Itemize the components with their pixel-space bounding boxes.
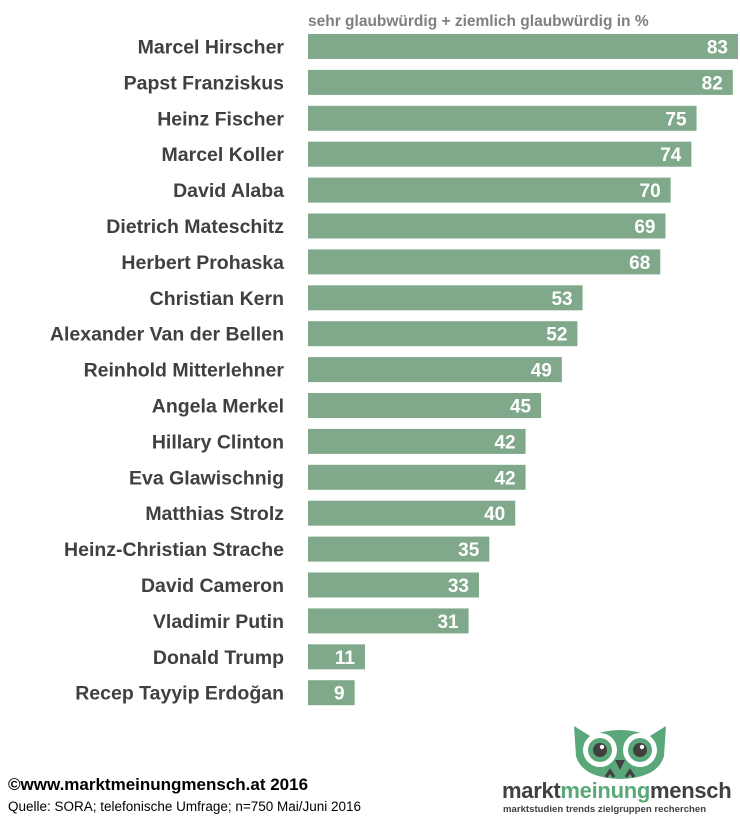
value-label: 82: [702, 73, 723, 94]
bar: [308, 572, 479, 598]
category-label: Angela Merkel: [152, 396, 284, 418]
bar: [308, 69, 733, 95]
category-label: Matthias Strolz: [145, 503, 284, 525]
category-label: Hillary Clinton: [152, 431, 284, 453]
category-label: Herbert Prohaska: [121, 252, 284, 274]
bar: [308, 105, 697, 131]
bar-chart: sehr glaubwürdig + ziemlich glaubwürdig …: [50, 13, 738, 706]
bar: [308, 249, 661, 275]
value-label: 42: [494, 468, 515, 489]
chart-subtitle: sehr glaubwürdig + ziemlich glaubwürdig …: [308, 13, 649, 30]
value-label: 68: [629, 253, 650, 274]
bar: [308, 213, 666, 239]
category-label: Heinz-Christian Strache: [64, 539, 284, 561]
value-label: 42: [494, 432, 515, 453]
bar: [308, 285, 583, 311]
category-label: Marcel Hirscher: [138, 37, 285, 59]
owl-icon: [574, 726, 666, 779]
value-label: 75: [665, 109, 687, 130]
logo-tagline: marktstudien trends zielgruppen recherch…: [503, 804, 707, 815]
category-label: David Cameron: [141, 575, 284, 597]
logo-word-mensch: mensch: [650, 778, 732, 803]
value-label: 40: [484, 504, 505, 525]
bar: [308, 357, 562, 383]
bar: [308, 34, 738, 59]
bar: [308, 428, 526, 454]
category-label: Donald Trump: [153, 647, 284, 669]
bar: [308, 644, 365, 670]
bar: [308, 393, 542, 418]
logo-word-markt: markt: [502, 778, 561, 803]
bar: [308, 680, 355, 706]
copyright-text: ©www.marktmeinungmensch.at 2016: [8, 775, 309, 794]
value-label: 49: [531, 361, 552, 382]
category-label: Recep Tayyip Erdoğan: [75, 683, 284, 705]
category-label: Marcel Koller: [162, 144, 285, 166]
bar: [308, 321, 578, 347]
bar: [308, 500, 516, 526]
source-text: Quelle: SORA; telefonische Umfrage; n=75…: [8, 799, 362, 814]
bar: [308, 608, 469, 634]
value-label: 9: [334, 684, 345, 705]
value-label: 33: [448, 576, 469, 597]
bar: [308, 141, 692, 167]
value-label: 83: [707, 38, 728, 59]
category-label: Papst Franziskus: [124, 72, 285, 94]
category-label: Dietrich Mateschitz: [106, 216, 284, 238]
value-label: 69: [634, 217, 655, 238]
value-label: 70: [640, 181, 661, 202]
bar: [308, 536, 490, 562]
value-label: 45: [510, 397, 532, 418]
category-label: David Alaba: [173, 180, 284, 202]
value-label: 52: [546, 325, 567, 346]
category-label: Alexander Van der Bellen: [50, 324, 284, 346]
category-label: Christian Kern: [150, 288, 284, 310]
value-label: 31: [437, 612, 459, 633]
bars-group: Marcel Hirscher 83 Papst Franziskus 82 Heinz…: [50, 34, 738, 706]
value-label: 53: [551, 289, 572, 310]
category-label: Reinhold Mitterlehner: [84, 360, 285, 382]
value-label: 11: [335, 648, 356, 669]
category-label: Heinz Fischer: [157, 108, 284, 130]
value-label: 74: [660, 145, 682, 166]
logo-word-meinung: meinung: [560, 778, 650, 803]
bar: [308, 464, 526, 490]
value-label: 35: [458, 540, 480, 561]
logo-wordmark: marktmeinungmensch: [502, 778, 732, 804]
category-label: Eva Glawischnig: [129, 467, 284, 489]
brand-logo: marktmeinungmensch marktstudien trends z…: [502, 722, 738, 818]
category-label: Vladimir Putin: [153, 611, 284, 633]
bar: [308, 177, 671, 203]
